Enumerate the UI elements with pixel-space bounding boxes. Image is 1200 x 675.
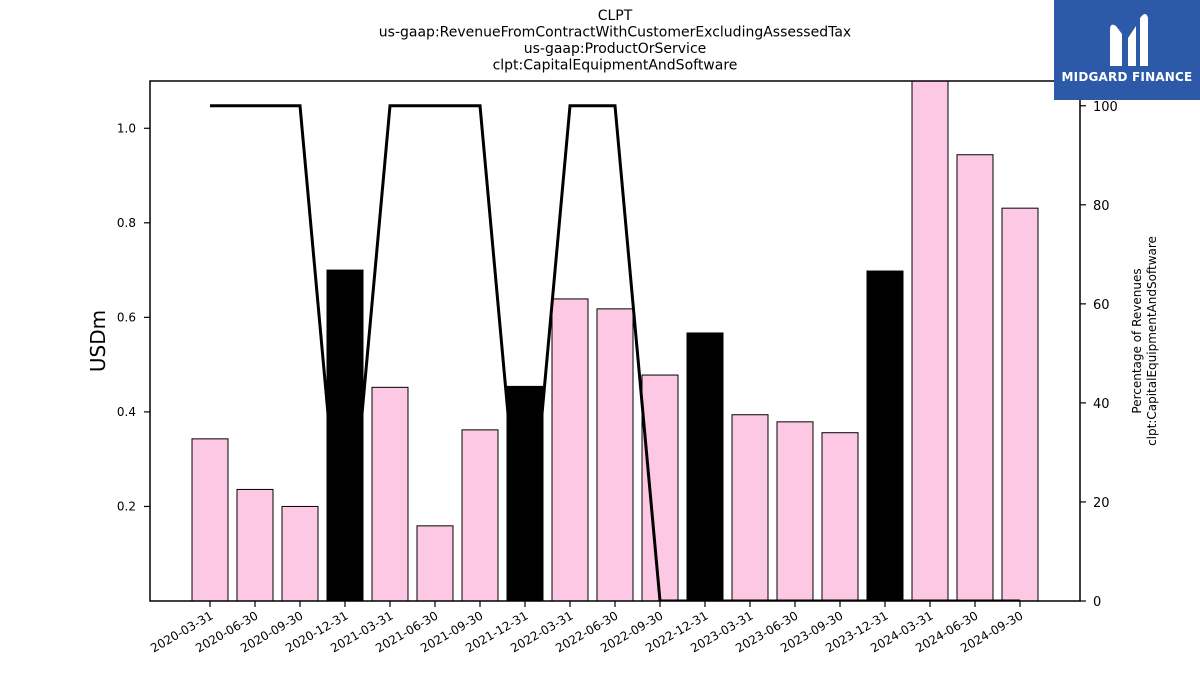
bar xyxy=(236,488,274,601)
y2-tick-label: 40 xyxy=(1093,397,1110,412)
bar xyxy=(281,505,319,601)
bar xyxy=(1001,207,1039,601)
bar xyxy=(191,438,229,601)
bar xyxy=(911,81,949,601)
percentage-line xyxy=(210,104,1020,601)
y-tick-label: 0.8 xyxy=(117,216,136,230)
y2-tick-label: 0 xyxy=(1093,595,1101,610)
chart-title-line: us-gaap:ProductOrService xyxy=(524,41,707,57)
bar xyxy=(551,298,589,601)
bar xyxy=(416,525,454,601)
bar xyxy=(731,414,769,601)
bar xyxy=(641,374,679,601)
bar xyxy=(866,270,904,601)
chart-title-line: clpt:CapitalEquipmentAndSoftware xyxy=(493,58,738,74)
chart-title-line: CLPT xyxy=(598,8,633,24)
bar xyxy=(596,308,634,601)
y-axis-label: USDm xyxy=(86,310,110,372)
y2-tick-label: 80 xyxy=(1093,199,1110,214)
chart-title-line: us-gaap:RevenueFromContractWithCustomerE… xyxy=(379,25,851,41)
y-tick-label: 0.4 xyxy=(117,405,136,419)
y2-tick-label: 100 xyxy=(1093,100,1118,115)
y2-tick-label: 20 xyxy=(1093,496,1110,511)
midgard-finance-logo: MIDGARD FINANCE xyxy=(1054,0,1200,100)
logo-text: MIDGARD FINANCE xyxy=(1061,70,1193,84)
bar xyxy=(506,385,544,601)
y-tick-label: 0.6 xyxy=(117,310,136,324)
bar xyxy=(371,386,409,601)
y-tick-label: 0.2 xyxy=(117,499,136,513)
y2-axis-label: Percentage of Revenues xyxy=(1130,268,1144,413)
bar xyxy=(686,332,724,601)
y2-tick-label: 60 xyxy=(1093,298,1110,313)
bar xyxy=(326,269,364,601)
y2-axis-label: clpt:CapitalEquipmentAndSoftware xyxy=(1145,236,1159,446)
bar xyxy=(821,432,859,601)
bar xyxy=(956,154,994,601)
logo-mark-icon xyxy=(1110,14,1148,67)
bar xyxy=(461,429,499,601)
bar xyxy=(776,421,814,601)
y-tick-label: 1.0 xyxy=(117,121,136,135)
